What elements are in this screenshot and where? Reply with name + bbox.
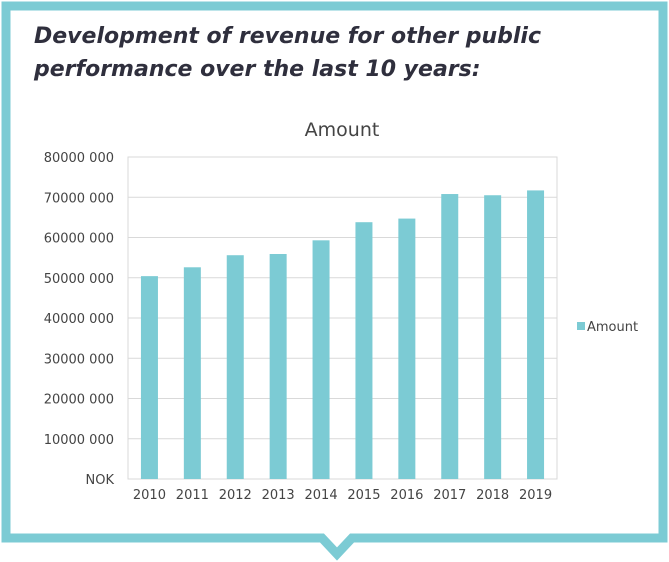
x-axis-ticks: 2010 2011 2012 2013 2014 2015 2016 2017 2018 2019 [133,488,552,503]
legend: Amount [577,320,638,335]
bar [312,240,330,479]
bar [183,267,201,479]
page-heading: Development of revenue for other public … [34,20,594,86]
bar [226,255,244,479]
legend-swatch [577,322,585,330]
bar [527,190,545,479]
x-tick-label: 2018 [476,488,509,503]
x-tick-label: 2011 [176,488,209,503]
chart-title: Amount [305,119,380,141]
bar [441,194,459,479]
y-tick-label: 80000 000 [44,151,114,166]
bar [140,276,158,479]
x-tick-label: 2016 [390,488,423,503]
x-tick-label: 2014 [305,488,338,503]
bars [140,190,545,480]
y-tick-label: NOK [86,473,115,488]
x-tick-label: 2010 [133,488,166,503]
y-tick-label: 30000 000 [44,352,114,367]
heading-line-1: Development of revenue for other public [34,24,542,49]
x-tick-label: 2017 [433,488,466,503]
bar [269,254,287,479]
y-tick-label: 60000 000 [44,232,114,247]
y-tick-label: 70000 000 [44,191,114,206]
bar [484,195,502,480]
heading-line-2: performance over the last 10 years: [34,57,481,82]
x-tick-label: 2013 [262,488,295,503]
legend-label: Amount [587,320,638,335]
y-tick-label: 20000 000 [44,393,114,408]
x-tick-label: 2012 [219,488,252,503]
x-tick-label: 2019 [519,488,552,503]
bar [355,222,373,479]
bar [398,218,416,479]
x-tick-label: 2015 [347,488,380,503]
y-tick-label: 10000 000 [44,433,114,448]
y-tick-label: 50000 000 [44,272,114,287]
y-tick-label: 40000 000 [44,312,114,327]
y-axis-ticks: NOK 10000 000 20000 000 30000 000 40000 000 5… [44,151,115,488]
